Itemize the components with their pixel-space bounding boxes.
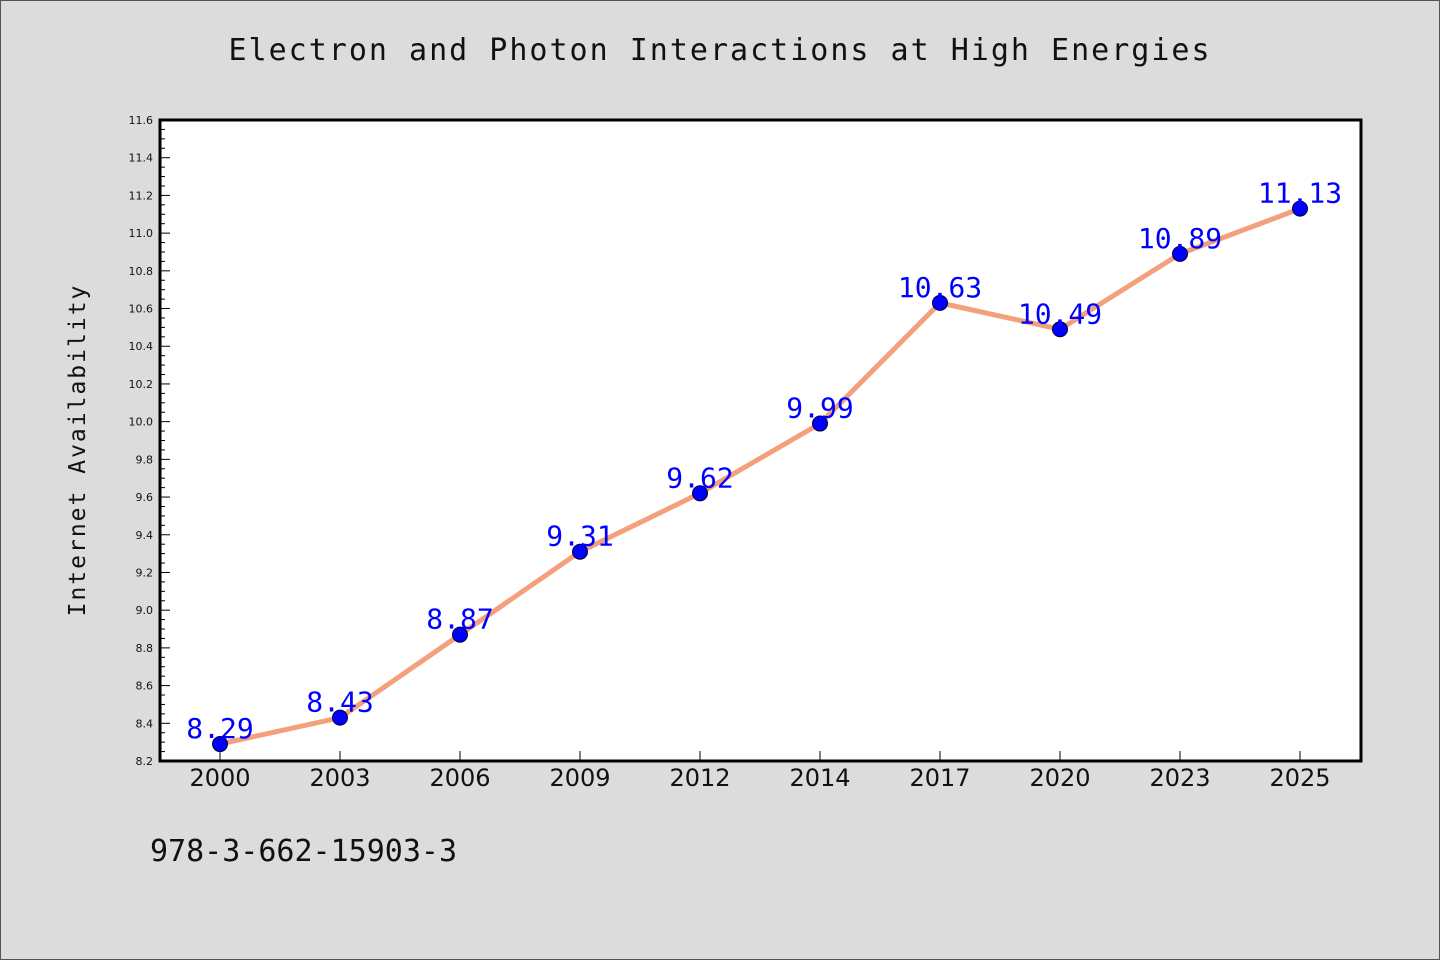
y-tick-label: 11.4 <box>129 152 154 165</box>
data-label: 8.43 <box>306 686 373 719</box>
x-tick-label: 2023 <box>1149 764 1210 792</box>
x-tick-label: 2009 <box>549 764 610 792</box>
chart-title: Electron and Photon Interactions at High… <box>228 33 1212 68</box>
data-point <box>812 415 828 432</box>
x-tick-label: 2003 <box>309 764 370 792</box>
y-tick-label: 10.2 <box>129 378 154 391</box>
x-tick-label: 2012 <box>669 764 730 792</box>
y-tick-label: 9.2 <box>136 566 154 579</box>
y-tick-label: 9.6 <box>136 491 154 504</box>
isbn-code: 978-3-662-15903-3 <box>150 834 458 869</box>
data-point <box>212 736 228 753</box>
y-tick-label: 8.8 <box>136 642 154 655</box>
data-point <box>1292 200 1308 217</box>
y-tick-label: 10.6 <box>129 303 154 316</box>
y-tick-label: 8.4 <box>136 717 154 730</box>
data-point <box>932 294 948 311</box>
y-tick-label: 10.0 <box>129 416 154 429</box>
plot-area <box>158 118 1363 763</box>
y-tick-label: 11.2 <box>129 189 154 202</box>
data-label: 10.49 <box>1018 297 1102 330</box>
data-point <box>1172 245 1188 262</box>
data-point <box>452 626 468 643</box>
y-tick-label: 9.4 <box>136 529 154 542</box>
data-point <box>332 709 348 726</box>
data-label: 11.13 <box>1258 177 1342 210</box>
data-point <box>1052 321 1068 338</box>
x-tick-label: 2025 <box>1269 764 1330 792</box>
data-label: 9.62 <box>666 461 733 494</box>
x-tick-label: 2000 <box>189 764 250 792</box>
data-label: 9.99 <box>786 392 853 425</box>
y-tick-label: 10.8 <box>129 265 154 278</box>
x-tick-label: 2014 <box>789 764 850 792</box>
data-point <box>692 485 708 502</box>
data-label: 8.87 <box>426 603 493 636</box>
y-tick-label: 11.0 <box>129 227 154 240</box>
y-tick-label: 9.0 <box>136 604 154 617</box>
data-point <box>572 543 588 560</box>
y-tick-label: 8.2 <box>136 755 154 768</box>
data-label: 9.31 <box>546 520 613 553</box>
data-label: 10.63 <box>898 271 982 304</box>
x-tick-label: 2020 <box>1029 764 1090 792</box>
data-label: 10.89 <box>1138 222 1222 255</box>
series-line <box>217 206 1303 747</box>
y-tick-label: 10.4 <box>129 340 154 353</box>
x-tick-label: 2017 <box>909 764 970 792</box>
x-tick-label: 2006 <box>429 764 490 792</box>
y-tick-label: 9.8 <box>136 453 154 466</box>
y-tick-label: 8.6 <box>136 680 154 693</box>
data-label: 8.29 <box>186 712 253 745</box>
y-tick-label: 11.6 <box>129 114 154 127</box>
